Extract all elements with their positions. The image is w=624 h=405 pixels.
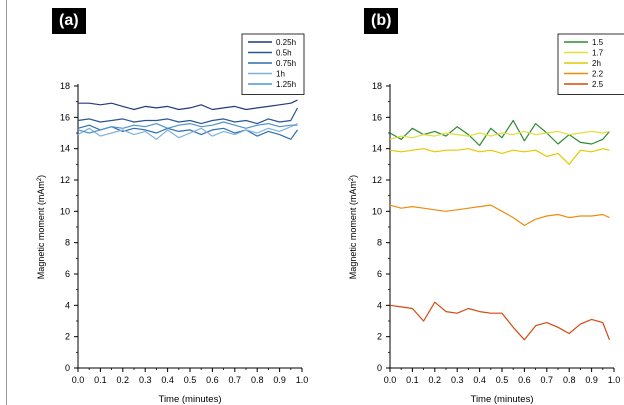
legend-label: 1.7 bbox=[592, 49, 604, 58]
y-tick-label: 8 bbox=[377, 238, 382, 248]
series-line-2h bbox=[389, 148, 610, 165]
legend-box bbox=[557, 33, 624, 95]
x-tick-label: 0.6 bbox=[206, 375, 219, 385]
x-tick-label: 0.6 bbox=[518, 375, 531, 385]
y-tick-label: 0 bbox=[377, 363, 382, 373]
y-tick-label: 10 bbox=[60, 206, 70, 216]
y-tick-label: 16 bbox=[60, 112, 70, 122]
x-tick-label: 0.4 bbox=[161, 375, 174, 385]
x-tick-label: 0.0 bbox=[72, 375, 85, 385]
legend-label: 0.25h bbox=[276, 38, 296, 47]
y-tick-label: 2 bbox=[65, 332, 70, 342]
legend-label: 1.25h bbox=[276, 80, 296, 89]
series-line-1h bbox=[77, 123, 298, 140]
x-tick-label: 0.5 bbox=[496, 375, 509, 385]
legend-label: 2.2 bbox=[592, 70, 604, 79]
y-axis-label-text: Magnetic moment (mAm bbox=[36, 181, 46, 279]
panel-label-b: (b) bbox=[364, 8, 399, 34]
y-tick-label: 18 bbox=[60, 81, 70, 91]
x-tick-label: 1.0 bbox=[608, 375, 621, 385]
x-tick-label: 0.2 bbox=[117, 375, 130, 385]
x-tick-label: 0.8 bbox=[563, 375, 576, 385]
y-tick-label: 12 bbox=[372, 175, 382, 185]
y-tick-label: 18 bbox=[372, 81, 382, 91]
x-axis-label: Time (minutes) bbox=[471, 394, 534, 405]
y-tick-label: 6 bbox=[65, 269, 70, 279]
x-tick-label: 0.3 bbox=[451, 375, 464, 385]
y-axis-label-close: ) bbox=[348, 175, 358, 178]
left-border-rule bbox=[6, 0, 7, 405]
x-tick-label: 0.5 bbox=[184, 375, 197, 385]
y-tick-label: 4 bbox=[65, 300, 70, 310]
x-tick-label: 0.2 bbox=[429, 375, 442, 385]
x-tick-label: 0.0 bbox=[384, 375, 397, 385]
x-tick-label: 0.8 bbox=[251, 375, 264, 385]
y-axis-label-text: Magnetic moment (mAm bbox=[348, 181, 358, 279]
y-axis-label-superscript: 2 bbox=[349, 177, 355, 181]
y-tick-label: 2 bbox=[377, 332, 382, 342]
legend-label: 2h bbox=[592, 59, 601, 68]
chart-b: 0.0 0.1 0.2 0.3 0.4 0.5 0.6 0.7 0.8 0.9 1.0 0 2 4 6 8 10… bbox=[348, 33, 624, 405]
series-line-1-7 bbox=[389, 130, 610, 140]
x-tick-label: 0.9 bbox=[585, 375, 598, 385]
chart-a: 0.0 0.1 0.2 0.3 0.4 0.5 0.6 0.7 0.8 0.9 1.0 0 2 4 6 8 10… bbox=[36, 33, 309, 405]
series-line-2-5 bbox=[389, 301, 611, 341]
series-line-0-5h bbox=[77, 107, 299, 125]
legend-label: 0.5h bbox=[276, 49, 292, 58]
y-tick-label: 0 bbox=[65, 363, 70, 373]
legend-label: 1.5 bbox=[592, 38, 604, 47]
x-tick-label: 0.1 bbox=[406, 375, 419, 385]
y-tick-label: 14 bbox=[60, 144, 70, 154]
x-tick-label: 1.0 bbox=[296, 375, 309, 385]
x-tick-label: 0.7 bbox=[229, 375, 242, 385]
y-axis-label: Magnetic moment (mAm2) bbox=[348, 175, 358, 279]
y-tick-label: 14 bbox=[372, 144, 382, 154]
legend-label: 0.75h bbox=[276, 59, 296, 68]
y-tick-label: 16 bbox=[372, 112, 382, 122]
x-tick-label: 0.3 bbox=[139, 375, 152, 385]
y-axis-label-close: ) bbox=[36, 175, 46, 178]
series-line-0-75h bbox=[77, 124, 298, 140]
y-axis-label: Magnetic moment (mAm2) bbox=[36, 175, 46, 279]
x-tick-label: 0.4 bbox=[473, 375, 486, 385]
y-tick-label: 12 bbox=[60, 175, 70, 185]
x-tick-label: 0.7 bbox=[541, 375, 554, 385]
y-tick-label: 8 bbox=[65, 238, 70, 248]
panel-label-a: (a) bbox=[52, 8, 86, 34]
legend-label: 1h bbox=[276, 70, 285, 79]
x-axis-label: Time (minutes) bbox=[159, 394, 222, 405]
series-line-0-25h bbox=[78, 99, 298, 111]
series-line-1-5 bbox=[389, 119, 610, 147]
y-axis-label-superscript: 2 bbox=[37, 177, 43, 181]
x-tick-label: 0.9 bbox=[273, 375, 286, 385]
y-tick-label: 6 bbox=[377, 269, 382, 279]
y-tick-label: 4 bbox=[377, 300, 382, 310]
x-tick-label: 0.1 bbox=[94, 375, 107, 385]
series-line-2-2 bbox=[389, 204, 610, 226]
y-tick-label: 10 bbox=[372, 206, 382, 216]
legend-label: 2.5 bbox=[592, 80, 604, 89]
series-line-1-25h bbox=[77, 121, 298, 134]
